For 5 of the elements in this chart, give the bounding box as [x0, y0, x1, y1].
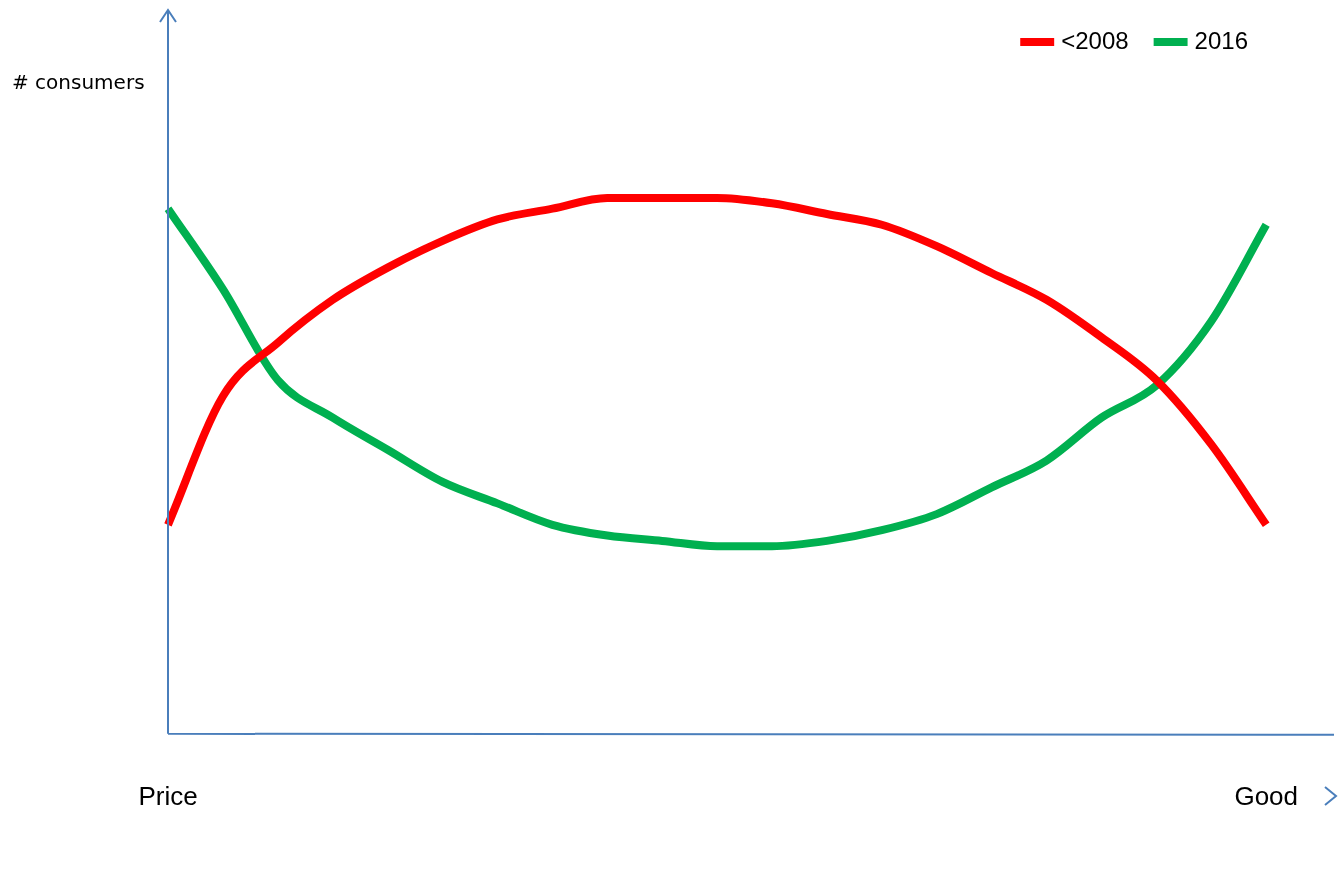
- x-tick-label: Good: [1234, 780, 1298, 811]
- text: # consumers: [12, 70, 145, 94]
- legend-label: 2016: [1194, 26, 1248, 54]
- legend-label: <2008: [1061, 26, 1129, 54]
- x-tick-label: Price: [138, 780, 198, 811]
